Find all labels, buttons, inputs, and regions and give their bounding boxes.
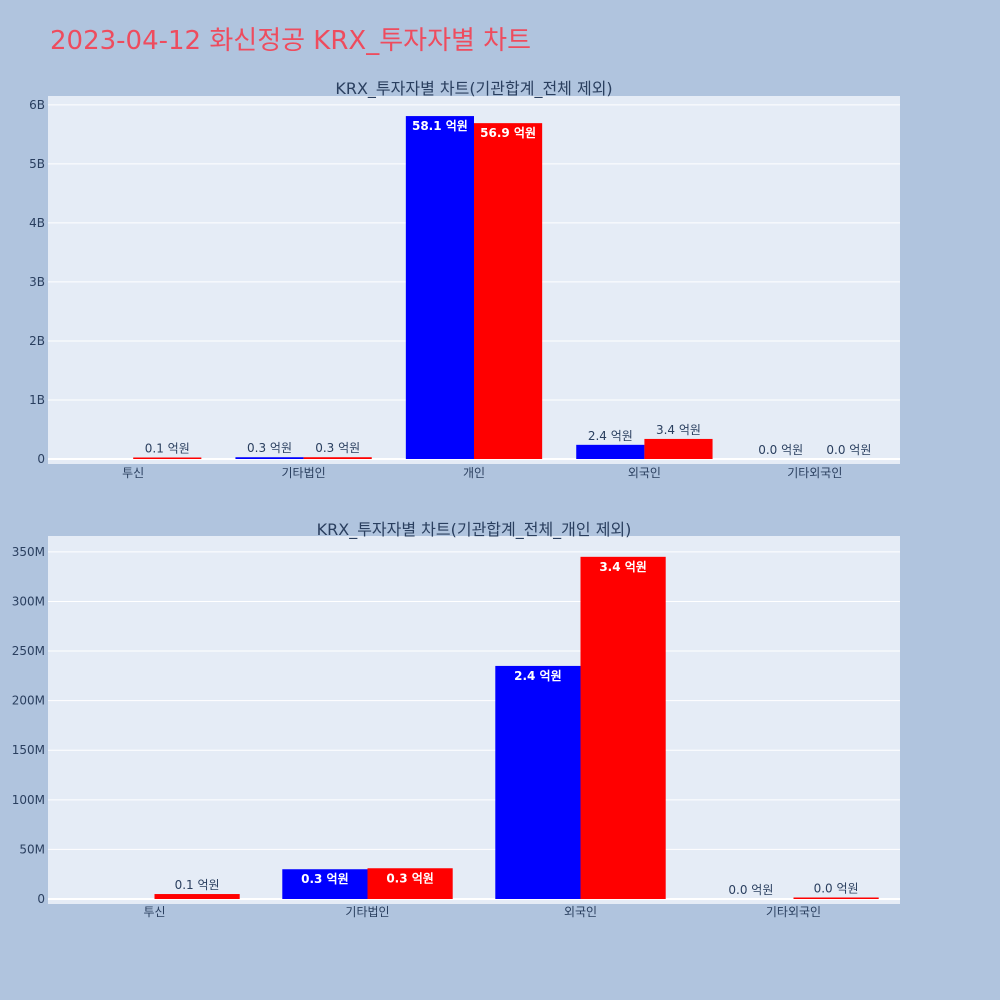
y-tick-label: 250M (12, 644, 45, 658)
y-tick-label: 2B (29, 334, 45, 348)
chart-top: KRX_투자자별 차트(기관합계_전체 제외) 01B2B3B4B5B6B투신0… (29, 79, 900, 480)
page-title: 2023-04-12 화신정공 KRX_투자자별 차트 (50, 26, 531, 56)
bar-data-label: 2.4 억원 (588, 429, 633, 443)
bar (644, 438, 713, 459)
y-tick-label: 100M (12, 793, 45, 807)
x-tick-label: 외국인 (564, 905, 597, 919)
bar-data-label: 0.0 억원 (814, 882, 859, 896)
bar (576, 444, 645, 459)
x-tick-label: 기타법인 (282, 466, 326, 480)
bar (405, 116, 474, 459)
bar-data-label: 0.0 억원 (728, 883, 773, 897)
plot-area-bottom (48, 536, 900, 904)
y-tick-label: 200M (12, 694, 45, 708)
bar (282, 869, 368, 899)
bar (474, 123, 543, 460)
bar-data-label: 0.1 억원 (175, 878, 220, 892)
y-tick-label: 0 (37, 452, 45, 466)
bar (495, 665, 581, 899)
bar-data-label: 2.4 억원 (514, 669, 562, 683)
bar-data-label: 0.0 억원 (758, 443, 803, 457)
bar (235, 457, 304, 459)
bar-data-label: 56.9 억원 (480, 126, 536, 140)
bar-data-label: 58.1 억원 (412, 119, 468, 133)
bar-data-label: 0.3 억원 (247, 441, 292, 455)
x-tick-label: 기타외국인 (787, 466, 842, 480)
x-tick-label: 투신 (143, 905, 165, 919)
y-tick-label: 1B (29, 393, 45, 407)
bar-data-label: 0.1 억원 (145, 442, 190, 456)
bar (303, 457, 372, 459)
bar-data-label: 0.3 억원 (386, 871, 434, 885)
bar (580, 556, 666, 899)
y-tick-label: 6B (29, 98, 45, 112)
bar (367, 868, 453, 899)
x-tick-label: 기타외국인 (766, 905, 821, 919)
y-tick-label: 3B (29, 275, 45, 289)
y-tick-label: 0 (37, 892, 45, 906)
bar-data-label: 3.4 억원 (656, 423, 701, 437)
y-tick-label: 350M (12, 545, 45, 559)
x-tick-label: 개인 (463, 466, 485, 480)
bar-data-label: 3.4 억원 (599, 560, 647, 574)
chart-bottom-title: KRX_투자자별 차트(기관합계_전체_개인 제외) (317, 520, 632, 540)
y-tick-label: 4B (29, 216, 45, 230)
bar-data-label: 0.0 억원 (826, 443, 871, 457)
y-tick-label: 150M (12, 743, 45, 757)
x-tick-label: 투신 (122, 466, 144, 480)
chart-bottom: KRX_투자자별 차트(기관합계_전체_개인 제외) 0 50M 100M 150M 2… (12, 520, 900, 919)
bar (133, 457, 202, 459)
bar-data-label: 0.3 억원 (301, 872, 349, 886)
chart-top-title: KRX_투자자별 차트(기관합계_전체 제외) (335, 79, 612, 99)
x-tick-label: 기타법인 (345, 905, 389, 919)
y-tick-label: 50M (19, 842, 45, 856)
y-tick-label: 300M (12, 594, 45, 608)
bar (154, 894, 240, 899)
x-tick-label: 외국인 (628, 466, 661, 480)
bar (793, 897, 879, 899)
bar-data-label: 0.3 억원 (315, 441, 360, 455)
y-tick-label: 5B (29, 157, 45, 171)
